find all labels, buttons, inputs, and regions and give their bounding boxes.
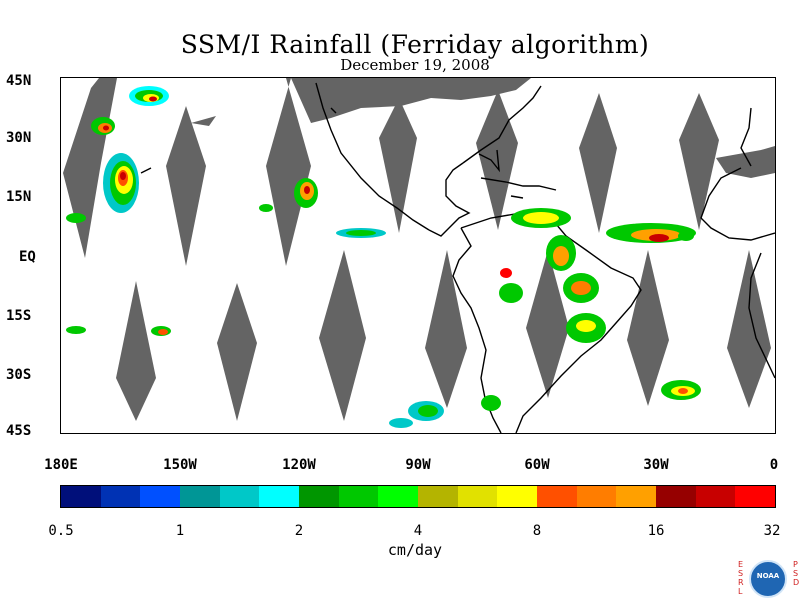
rain-patch-south-atlantic — [661, 380, 701, 400]
colorbar-swatch — [378, 486, 419, 507]
esrl-letters: E S R L — [738, 560, 744, 596]
colorbar-swatch — [259, 486, 300, 507]
lon-label-120w: 120W — [282, 457, 316, 473]
swath — [266, 78, 311, 266]
swath — [217, 283, 257, 421]
lon-label-60w: 60W — [524, 457, 550, 473]
swath — [627, 250, 669, 406]
psd-letters: P S D — [793, 560, 799, 587]
swath — [319, 250, 366, 421]
swath — [166, 106, 206, 266]
colorbar-swatch — [695, 486, 736, 507]
rain-patch-south-america — [499, 235, 606, 343]
colorbar-swatch — [576, 486, 617, 507]
lat-label-45s: 45S — [6, 423, 32, 439]
lon-label-180e: 180E — [44, 457, 78, 473]
colorbar-tick: 0.5 — [48, 523, 74, 539]
rain-patch-itcz-central — [259, 178, 386, 238]
colorbar-swatch — [616, 486, 657, 507]
lon-label-0: 0 — [769, 457, 779, 473]
swath — [379, 98, 417, 233]
colorbar-swatch — [140, 486, 181, 507]
colorbar-swatch — [497, 486, 538, 507]
rain-patch-atlantic-itcz — [511, 208, 696, 243]
colorbar-tick: 4 — [413, 523, 423, 539]
rain-patch-w-pacific-north — [91, 86, 169, 135]
colorbar-swatch — [219, 486, 260, 507]
logo-letter: D — [793, 578, 800, 587]
swath — [716, 146, 775, 178]
swath — [291, 78, 531, 123]
colorbar-swatch — [61, 486, 101, 507]
logo-letter: P — [793, 560, 798, 569]
lat-label-45n: 45N — [6, 73, 32, 89]
lat-label-15n: 15N — [6, 189, 32, 205]
swath — [679, 93, 719, 230]
colorbar-swatch — [180, 486, 220, 507]
colorbar-units: cm/day — [387, 541, 443, 559]
colorbar-swatch — [299, 486, 339, 507]
swath — [116, 281, 156, 421]
logo-letter: S — [793, 569, 799, 578]
coastlines — [140, 82, 775, 433]
lon-label-150w: 150W — [163, 457, 197, 473]
logo-letter: R — [738, 578, 744, 587]
logo-letter: E — [738, 560, 744, 569]
rain-patch-w-pacific-central — [66, 153, 139, 223]
colorbar — [60, 485, 776, 508]
swath — [579, 93, 617, 233]
rainfall-map — [60, 77, 776, 434]
colorbar-tick: 8 — [532, 523, 542, 539]
colorbar-swatch — [656, 486, 696, 507]
lon-label-90w: 90W — [405, 457, 431, 473]
lat-label-30s: 30S — [6, 367, 32, 383]
lat-label-15s: 15S — [6, 308, 32, 324]
swath — [526, 250, 569, 398]
noaa-logo-icon — [749, 560, 787, 598]
lat-label-eq: EQ — [19, 249, 36, 265]
rain-patch-south-pacific — [66, 326, 501, 428]
rainfall-map-canvas — [63, 78, 775, 433]
logo-letter: S — [738, 569, 744, 578]
colorbar-tick: 1 — [175, 523, 185, 539]
logo-letter: L — [738, 587, 743, 596]
map-title: SSM/I Rainfall (Ferriday algorithm) — [180, 30, 650, 59]
swath — [476, 90, 518, 230]
swath — [727, 250, 771, 408]
colorbar-tick: 16 — [647, 523, 665, 539]
rain-patches — [66, 86, 701, 428]
lat-label-30n: 30N — [6, 130, 32, 146]
colorbar-swatch — [418, 486, 458, 507]
noaa-logo-text: NOAA — [756, 572, 780, 580]
no-data-swaths — [63, 78, 775, 421]
colorbar-tick: 32 — [763, 523, 781, 539]
map-date: December 19, 2008 — [340, 56, 490, 74]
swath — [191, 116, 216, 126]
colorbar-swatch — [537, 486, 577, 507]
colorbar-swatch — [100, 486, 141, 507]
swath — [425, 250, 467, 408]
colorbar-swatch — [735, 486, 776, 507]
colorbar-swatch — [338, 486, 379, 507]
colorbar-swatch — [457, 486, 498, 507]
lon-label-30w: 30W — [643, 457, 669, 473]
colorbar-tick: 2 — [294, 523, 304, 539]
